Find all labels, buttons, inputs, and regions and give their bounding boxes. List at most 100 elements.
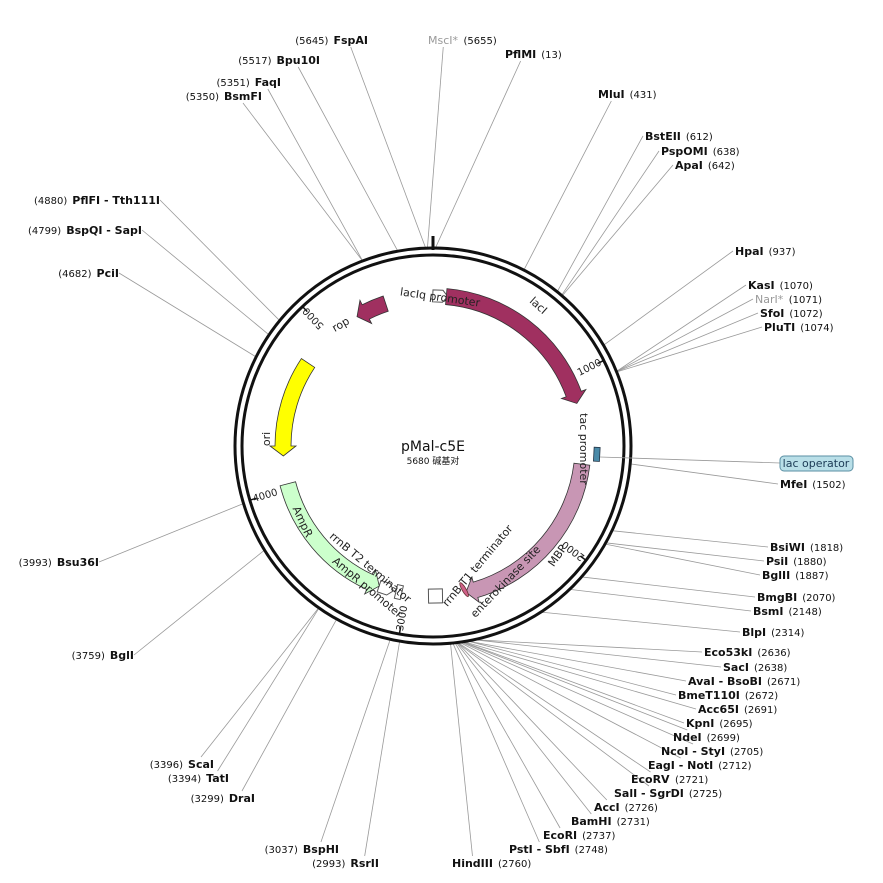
feature-rrnB-T1-terminator[interactable] <box>427 588 444 604</box>
plasmid-title: pMal-c5E <box>401 439 465 455</box>
leader-line <box>561 150 660 295</box>
enzyme-sfoi[interactable]: SfoI (1072) <box>760 307 823 320</box>
lac-operator-callout[interactable]: lac operator <box>599 455 854 472</box>
enzyme-eco53ki[interactable]: Eco53kI (2636) <box>704 646 791 659</box>
enzyme-pflfi-tth111i[interactable]: PflFI - Tth111I (4880) <box>34 194 160 207</box>
enzyme-hpai[interactable]: HpaI (937) <box>735 245 796 258</box>
enzyme-name: AccI <box>594 801 620 814</box>
feature-ori[interactable] <box>268 358 316 457</box>
enzyme-hindiii[interactable]: HindIII (2760) <box>452 857 531 870</box>
enzyme-ndei[interactable]: NdeI (2699) <box>673 731 740 744</box>
enzyme-name: BlpI <box>742 626 766 639</box>
feature-rop[interactable] <box>356 295 389 325</box>
enzyme-name: HindIII <box>452 857 493 870</box>
enzyme-name: BsmFI <box>224 90 262 103</box>
enzyme-tati[interactable]: TatI (3394) <box>168 772 229 785</box>
enzyme-blpi[interactable]: BlpI (2314) <box>742 626 804 639</box>
enzyme-acc65i[interactable]: Acc65I (2691) <box>698 703 777 716</box>
enzyme-bamhi[interactable]: BamHI (2731) <box>571 815 650 828</box>
enzyme-nari-[interactable]: NarI* (1071) <box>755 293 822 306</box>
enzyme-name: ApaI <box>675 159 703 172</box>
leader-line <box>350 46 426 248</box>
leader-line <box>562 164 674 296</box>
enzyme-name: BspHI <box>303 843 339 856</box>
feature-lac-operator[interactable] <box>593 446 601 462</box>
feature-label-lacI: lacI <box>527 294 550 316</box>
enzyme-position: (642) <box>708 161 735 172</box>
enzyme-name: KasI <box>748 279 775 292</box>
feature-lacIq-promoter[interactable] <box>431 289 449 303</box>
enzyme-pspomi[interactable]: PspOMI (638) <box>661 145 740 158</box>
enzyme-msci-[interactable]: MscI* (5655) <box>428 34 497 47</box>
leader-line <box>465 641 697 710</box>
feature-AmpR[interactable] <box>279 481 380 595</box>
enzyme-ecori[interactable]: EcoRI (2737) <box>543 829 616 842</box>
enzyme-mlui[interactable]: MluI (431) <box>598 88 657 101</box>
enzyme-pflmi[interactable]: PflMI (13) <box>505 48 562 61</box>
enzyme-ecorv[interactable]: EcoRV (2721) <box>631 773 708 786</box>
enzyme-position: (5350) <box>186 92 219 103</box>
enzyme-name: SacI <box>723 661 749 674</box>
operator-mark <box>593 446 601 462</box>
enzyme-psii[interactable]: PsiI (1880) <box>766 555 827 568</box>
enzyme-pcii[interactable]: PciI (4682) <box>58 267 119 280</box>
enzyme-bsmi[interactable]: BsmI (2148) <box>753 605 822 618</box>
enzyme-name: Acc65I <box>698 703 739 716</box>
tick-mark <box>579 555 587 561</box>
enzyme-rsrii[interactable]: RsrII (2993) <box>312 857 379 870</box>
enzyme-scai[interactable]: ScaI (3396) <box>150 758 214 771</box>
feature-MBP[interactable] <box>465 462 591 604</box>
feature-enterokinase-site[interactable] <box>458 582 469 598</box>
enzyme-avai-bsobi[interactable]: AvaI - BsoBI (2671) <box>688 675 800 688</box>
enzyme-bgli[interactable]: BglI (3759) <box>72 649 134 662</box>
enzyme-bsiwi[interactable]: BsiWI (1818) <box>770 541 843 554</box>
lac-operator-label: lac operator <box>783 457 850 470</box>
leader-line <box>542 611 741 633</box>
enzyme-bsteii[interactable]: BstEII (612) <box>645 130 713 143</box>
enzyme-apai[interactable]: ApaI (642) <box>675 159 735 172</box>
feature-rrnB-T2-terminator[interactable] <box>393 583 404 601</box>
enzyme-bmgbi[interactable]: BmgBI (2070) <box>757 591 836 604</box>
enzyme-position: (1880) <box>793 557 826 568</box>
enzyme-bsu36i[interactable]: Bsu36I (3993) <box>19 556 99 569</box>
enzyme-kpni[interactable]: KpnI (2695) <box>686 717 753 730</box>
leader-line <box>617 326 763 373</box>
enzyme-bsphi[interactable]: BspHI (3037) <box>265 843 339 856</box>
tick-label: 3000 <box>395 605 410 632</box>
enzyme-faqi[interactable]: FaqI (5351) <box>216 76 281 89</box>
enzyme-position: (2726) <box>625 803 658 814</box>
enzyme-bmet110i[interactable]: BmeT110I (2672) <box>678 689 778 702</box>
enzyme-saci[interactable]: SacI (2638) <box>723 661 787 674</box>
enzyme-name: BsmI <box>753 605 784 618</box>
enzyme-sali-sgrdi[interactable]: SalI - SgrDI (2725) <box>614 787 722 800</box>
feature-AmpR-promoter[interactable] <box>376 579 395 596</box>
enzyme-bspqi-sapi[interactable]: BspQI - SapI (4799) <box>28 224 142 237</box>
enzyme-bpu10i[interactable]: Bpu10I (5517) <box>238 54 320 67</box>
enzyme-position: (2705) <box>730 747 763 758</box>
enzyme-eagi-noti[interactable]: EagI - NotI (2712) <box>648 759 752 772</box>
feature-lacI[interactable] <box>445 288 587 404</box>
enzyme-name: Eco53kI <box>704 646 752 659</box>
enzyme-drai[interactable]: DraI (3299) <box>191 792 255 805</box>
enzyme-bglii[interactable]: BglII (1887) <box>762 569 829 582</box>
enzyme-name: MscI* <box>428 34 459 47</box>
enzyme-psti-sbfi[interactable]: PstI - SbfI (2748) <box>509 843 608 856</box>
leader-line <box>617 312 759 372</box>
enzyme-fspai[interactable]: FspAI (5645) <box>295 34 368 47</box>
enzyme-bsmfi[interactable]: BsmFI (5350) <box>186 90 262 103</box>
enzyme-name: BamHI <box>571 815 612 828</box>
enzyme-pluti[interactable]: PluTI (1074) <box>764 321 834 334</box>
enzyme-name: SalI - SgrDI <box>614 787 684 800</box>
enzyme-kasi[interactable]: KasI (1070) <box>748 279 813 292</box>
enzyme-ncoi-styi[interactable]: NcoI - StyI (2705) <box>661 745 763 758</box>
enzyme-position: (638) <box>713 147 740 158</box>
enzyme-position: (2699) <box>707 733 740 744</box>
enzyme-position: (2695) <box>719 719 752 730</box>
enzyme-name: FspAI <box>333 34 368 47</box>
feature-arrow <box>445 288 587 404</box>
leader-line <box>242 102 363 261</box>
enzyme-acci[interactable]: AccI (2726) <box>594 801 658 814</box>
leader-line <box>458 643 650 787</box>
enzyme-mfei[interactable]: MfeI (1502) <box>780 478 846 491</box>
enzyme-position: (3993) <box>19 558 52 569</box>
